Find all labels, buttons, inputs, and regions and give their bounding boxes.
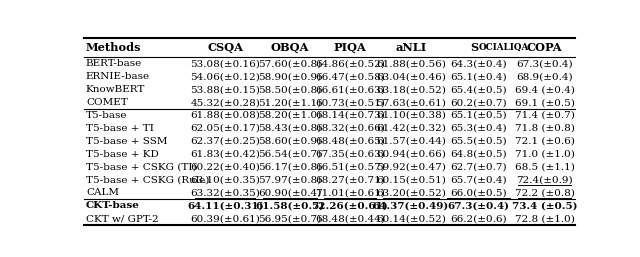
Text: 63.10(±0.35): 63.10(±0.35) — [190, 176, 260, 185]
Text: 56.17(±0.8): 56.17(±0.8) — [259, 163, 322, 172]
Text: 45.32(±0.28): 45.32(±0.28) — [190, 98, 260, 107]
Text: 66.51(±0.57): 66.51(±0.57) — [315, 163, 385, 172]
Text: 62.05(±0.17): 62.05(±0.17) — [190, 124, 260, 133]
Text: 58.90(±0.9): 58.90(±0.9) — [259, 72, 322, 81]
Text: 68.32(±0.66): 68.32(±0.66) — [315, 124, 385, 133]
Text: T5-base + KD: T5-base + KD — [86, 150, 159, 159]
Text: 72.1 (±0.6): 72.1 (±0.6) — [515, 137, 575, 146]
Text: 61.88(±0.56): 61.88(±0.56) — [376, 59, 446, 68]
Text: 72.4(±0.9): 72.4(±0.9) — [516, 176, 573, 185]
Text: 63.32(±0.35): 63.32(±0.35) — [190, 188, 260, 197]
Text: CALM: CALM — [86, 188, 119, 197]
Text: 60.22(±0.40): 60.22(±0.40) — [190, 163, 260, 172]
Text: 56.54(±0.7): 56.54(±0.7) — [259, 150, 322, 159]
Text: 58.20(±1.0): 58.20(±1.0) — [259, 111, 322, 120]
Text: 65.1(±0.5): 65.1(±0.5) — [450, 111, 507, 120]
Text: 65.7(±0.4): 65.7(±0.4) — [450, 176, 507, 185]
Text: 57.97(±0.8): 57.97(±0.8) — [259, 176, 322, 185]
Text: 63.18(±0.52): 63.18(±0.52) — [376, 85, 446, 94]
Text: 72.26(±0.61): 72.26(±0.61) — [312, 201, 388, 210]
Text: T5-base: T5-base — [86, 111, 127, 120]
Text: 54.06(±0.12): 54.06(±0.12) — [190, 72, 260, 81]
Text: 68.27(±0.71): 68.27(±0.71) — [315, 176, 385, 185]
Text: 68.48(±0.65): 68.48(±0.65) — [315, 137, 385, 146]
Text: 71.4 (±0.7): 71.4 (±0.7) — [515, 111, 575, 120]
Text: 62.37(±0.25): 62.37(±0.25) — [190, 137, 260, 146]
Text: 60.73(±0.51): 60.73(±0.51) — [315, 98, 385, 107]
Text: 57.63(±0.61): 57.63(±0.61) — [376, 98, 446, 107]
Text: 66.47(±0.58): 66.47(±0.58) — [315, 72, 385, 81]
Text: 71.01(±0.61): 71.01(±0.61) — [315, 188, 385, 197]
Text: 53.08(±0.16): 53.08(±0.16) — [190, 59, 260, 68]
Text: 60.15(±0.51): 60.15(±0.51) — [376, 176, 446, 185]
Text: 56.95(±0.7): 56.95(±0.7) — [259, 214, 322, 223]
Text: 60.94(±0.66): 60.94(±0.66) — [376, 150, 446, 159]
Text: 58.43(±0.8): 58.43(±0.8) — [259, 124, 322, 133]
Text: 63.20(±0.52): 63.20(±0.52) — [376, 188, 446, 197]
Text: 60.90(±0.4): 60.90(±0.4) — [259, 188, 322, 197]
Text: T5-base + CSKG (Rule): T5-base + CSKG (Rule) — [86, 176, 209, 185]
Text: 63.04(±0.46): 63.04(±0.46) — [376, 72, 446, 81]
Text: 61.88(±0.08): 61.88(±0.08) — [190, 111, 260, 120]
Text: 67.3(±0.4): 67.3(±0.4) — [516, 59, 573, 68]
Text: 73.4 (±0.5): 73.4 (±0.5) — [512, 201, 577, 210]
Text: ERNIE-base: ERNIE-base — [86, 72, 150, 81]
Text: COPA: COPA — [527, 42, 563, 53]
Text: CSQA: CSQA — [207, 42, 243, 53]
Text: 71.0 (±1.0): 71.0 (±1.0) — [515, 150, 575, 159]
Text: OCIALIQA: OCIALIQA — [478, 43, 529, 52]
Text: 66.61(±0.63): 66.61(±0.63) — [315, 85, 385, 94]
Text: 72.2 (±0.8): 72.2 (±0.8) — [515, 188, 575, 197]
Text: 61.58(±0.5): 61.58(±0.5) — [255, 201, 324, 210]
Text: 68.5 (±1.1): 68.5 (±1.1) — [515, 163, 575, 172]
Text: 61.10(±0.38): 61.10(±0.38) — [376, 111, 446, 120]
Text: 65.1(±0.4): 65.1(±0.4) — [450, 72, 507, 81]
Text: T5-base + TI: T5-base + TI — [86, 124, 154, 133]
Text: S: S — [470, 42, 478, 53]
Text: 57.60(±0.8): 57.60(±0.8) — [259, 59, 322, 68]
Text: 53.88(±0.15): 53.88(±0.15) — [190, 85, 260, 94]
Text: 69.1 (±0.5): 69.1 (±0.5) — [515, 98, 575, 107]
Text: 60.14(±0.52): 60.14(±0.52) — [376, 214, 446, 223]
Text: 66.2(±0.6): 66.2(±0.6) — [450, 214, 507, 223]
Text: 51.20(±1.1): 51.20(±1.1) — [259, 98, 322, 107]
Text: 58.50(±0.8): 58.50(±0.8) — [259, 85, 322, 94]
Text: 72.8 (±1.0): 72.8 (±1.0) — [515, 214, 575, 223]
Text: T5-base + SSM: T5-base + SSM — [86, 137, 168, 146]
Text: CKT-base: CKT-base — [86, 201, 140, 210]
Text: 68.48(±0.44): 68.48(±0.44) — [315, 214, 385, 223]
Text: 61.57(±0.44): 61.57(±0.44) — [376, 137, 446, 146]
Text: 60.39(±0.61): 60.39(±0.61) — [190, 214, 260, 223]
Text: T5-base + CSKG (TI): T5-base + CSKG (TI) — [86, 163, 196, 172]
Text: 62.7(±0.7): 62.7(±0.7) — [450, 163, 507, 172]
Text: 61.42(±0.32): 61.42(±0.32) — [376, 124, 446, 133]
Text: CKT w/ GPT-2: CKT w/ GPT-2 — [86, 214, 159, 223]
Text: 60.2(±0.7): 60.2(±0.7) — [450, 98, 507, 107]
Text: PIQA: PIQA — [333, 42, 366, 53]
Text: 67.3(±0.4): 67.3(±0.4) — [447, 201, 509, 210]
Text: 66.0(±0.5): 66.0(±0.5) — [450, 188, 507, 197]
Text: 64.37(±0.49): 64.37(±0.49) — [372, 201, 449, 210]
Text: BERT-base: BERT-base — [86, 59, 142, 68]
Text: 68.14(±0.73): 68.14(±0.73) — [315, 111, 385, 120]
Text: 69.4 (±0.4): 69.4 (±0.4) — [515, 85, 575, 94]
Text: 64.3(±0.4): 64.3(±0.4) — [450, 59, 507, 68]
Text: 68.9(±0.4): 68.9(±0.4) — [516, 72, 573, 81]
Text: aNLI: aNLI — [396, 42, 426, 53]
Text: 64.8(±0.5): 64.8(±0.5) — [450, 150, 507, 159]
Text: OBQA: OBQA — [271, 42, 309, 53]
Text: 58.60(±0.9): 58.60(±0.9) — [259, 137, 322, 146]
Text: COMET: COMET — [86, 98, 128, 107]
Text: 59.92(±0.47): 59.92(±0.47) — [376, 163, 446, 172]
Text: 65.5(±0.5): 65.5(±0.5) — [450, 137, 507, 146]
Text: 67.35(±0.63): 67.35(±0.63) — [315, 150, 385, 159]
Text: 64.11(±0.31): 64.11(±0.31) — [187, 201, 264, 210]
Text: 65.3(±0.4): 65.3(±0.4) — [450, 124, 507, 133]
Text: 64.86(±0.52): 64.86(±0.52) — [315, 59, 385, 68]
Text: KnowBERT: KnowBERT — [86, 85, 145, 94]
Text: 65.4(±0.5): 65.4(±0.5) — [450, 85, 507, 94]
Text: Methods: Methods — [86, 42, 141, 53]
Text: 71.8 (±0.8): 71.8 (±0.8) — [515, 124, 575, 133]
Text: 61.83(±0.42): 61.83(±0.42) — [190, 150, 260, 159]
